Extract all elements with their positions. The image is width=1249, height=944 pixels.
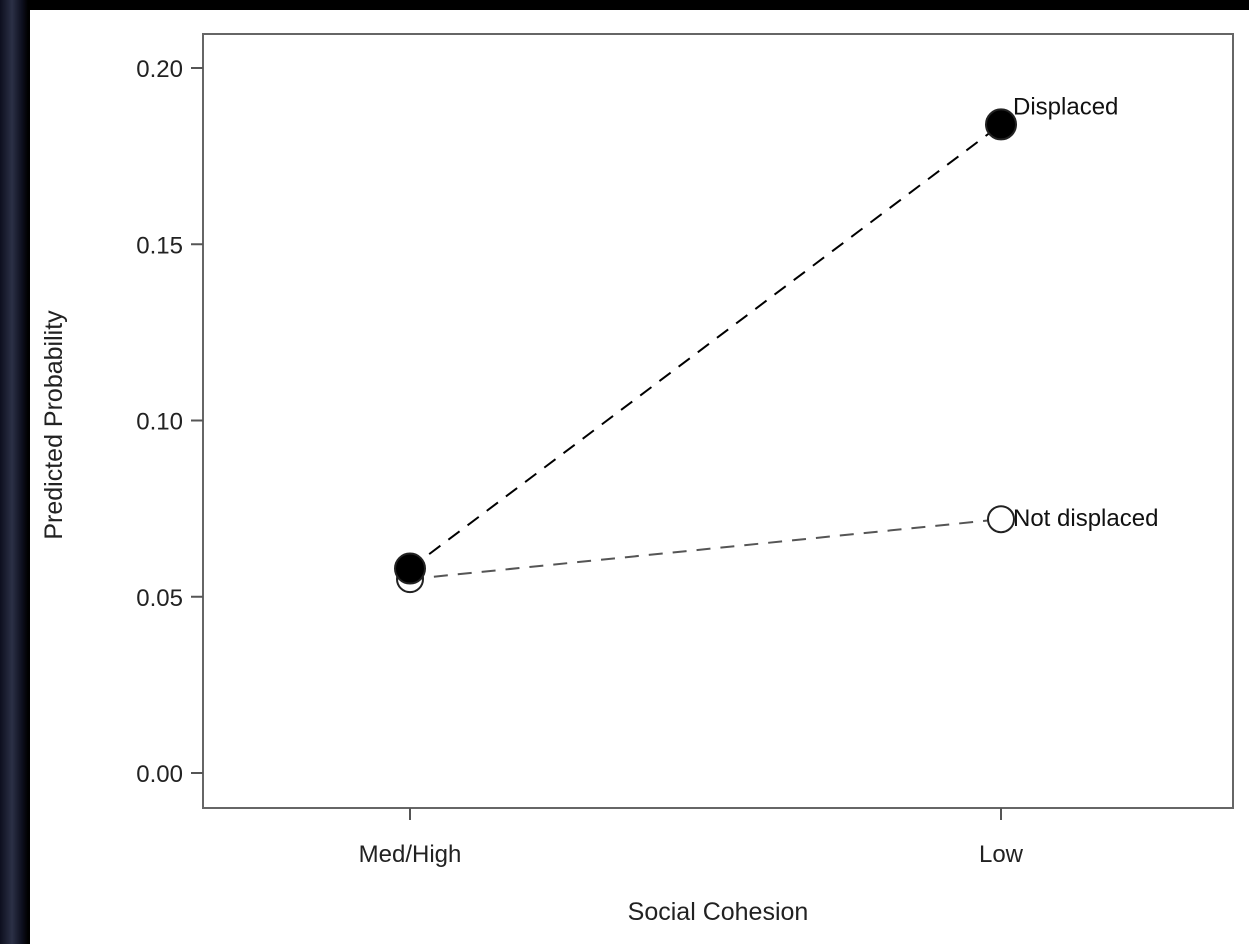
x-axis: Med/High Low — [359, 808, 1024, 868]
x-tick-label: Low — [979, 841, 1024, 868]
y-tick-label: 0.15 — [136, 232, 183, 259]
y-tick-label: 0.20 — [136, 56, 183, 83]
data-point-displaced — [394, 552, 426, 585]
chart-svg: 0.00 0.05 0.10 0.15 0.20 Med/High Low Not dis… — [40, 33, 1234, 926]
plot-area-border — [202, 33, 1234, 809]
series-points — [394, 108, 1017, 594]
x-axis-label: Social Cohesion — [628, 898, 809, 926]
data-point-not-displaced — [987, 505, 1015, 534]
chart-panel: 0.00 0.05 0.10 0.15 0.20 Med/High Low Not dis… — [30, 10, 1249, 944]
data-point-displaced — [985, 108, 1017, 141]
series-label-displaced: Displaced — [1013, 93, 1118, 120]
y-tick-label: 0.05 — [136, 585, 183, 612]
series-line-not-displaced — [409, 518, 1002, 581]
x-tick-label: Med/High — [359, 841, 462, 868]
series-labels: Not displaced Displaced — [1013, 93, 1158, 532]
y-axis-label: Predicted Probability — [40, 310, 68, 540]
y-axis: 0.00 0.05 0.10 0.15 0.20 — [136, 56, 203, 788]
y-tick-label: 0.00 — [136, 761, 183, 788]
y-tick-label: 0.10 — [136, 409, 183, 436]
series-lines — [409, 123, 1002, 581]
series-label-not-displaced: Not displaced — [1013, 505, 1158, 532]
series-line-displaced — [409, 123, 1002, 570]
